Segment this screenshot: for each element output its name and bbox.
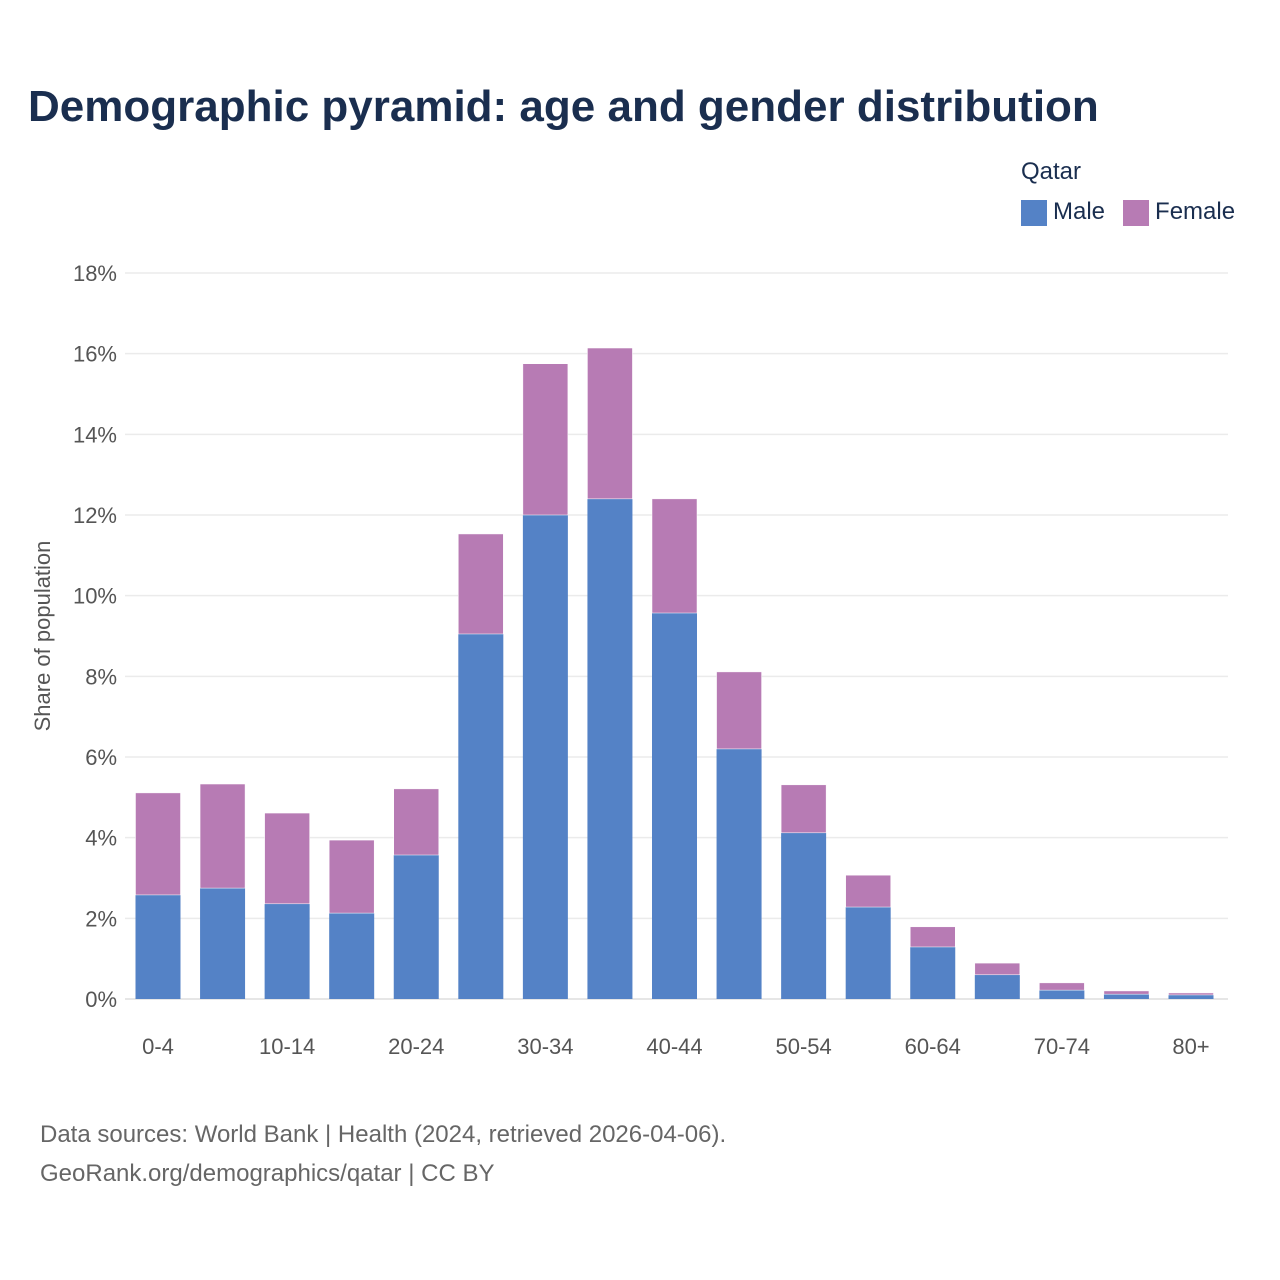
bar-female-65-69 [974,962,1021,976]
bar-male-30-34 [522,515,568,999]
legend-title: Qatar [1021,158,1082,185]
bar-male-60-64 [910,946,956,999]
source-text: Data sources: World Bank | Health (2024,… [40,1121,727,1148]
y-tick-label: 16% [73,342,117,367]
y-tick-label: 14% [73,422,117,447]
y-tick-label: 6% [85,745,117,770]
bar-male-40-44 [652,613,697,999]
legend-label-male: Male [1053,198,1106,225]
chart-title: Demographic pyramid: age and gender dist… [28,82,1099,131]
bar-female-15-19 [328,839,375,914]
bar-male-5-9 [200,888,246,999]
y-tick-label: 12% [73,503,117,528]
x-tick-label: 50-54 [775,1034,831,1059]
bar-male-50-54 [781,832,827,999]
bar-female-70-74 [1039,982,1085,991]
female-swatch [1123,199,1150,226]
x-tick-label: 20-24 [388,1034,444,1059]
bar-female-50-54 [780,784,827,834]
bar-male-65-69 [974,974,1020,999]
bar-female-25-29 [458,533,504,635]
y-tick-label: 8% [85,664,117,689]
bar-male-15-19 [329,913,375,999]
bar-female-5-9 [199,783,246,889]
bar-male-25-29 [458,633,504,999]
bar-male-80+ [1168,994,1214,999]
legend-item-female[interactable]: Female [1123,198,1235,226]
bar-male-0-4 [135,894,181,999]
male-swatch [1021,199,1047,226]
y-tick-label: 2% [85,906,117,931]
bar-female-35-39 [587,347,633,500]
bar-male-10-14 [264,903,310,999]
bar-male-45-49 [716,748,762,999]
bar-female-40-44 [651,498,698,614]
bar-female-0-4 [135,792,181,896]
x-tick-label: 70-74 [1034,1034,1090,1059]
legend-label-female: Female [1155,198,1236,225]
bar-female-75-79 [1103,990,1150,995]
bar-female-60-64 [910,926,956,948]
x-tick-label: 40-44 [646,1034,702,1059]
footer: Data sources: World Bank | Health (2024,… [40,1115,726,1193]
bar-male-70-74 [1039,990,1085,999]
bar-male-20-24 [393,855,439,999]
attribution-link[interactable]: GeoRank.org/demographics/qatar | CC BY [40,1160,495,1187]
bar-male-35-39 [587,498,633,999]
x-tick-label: 60-64 [905,1034,961,1059]
x-tick-label: 0-4 [142,1034,174,1059]
bar-female-10-14 [264,812,310,905]
y-tick-label: 18% [73,261,117,286]
bar-female-30-34 [522,363,569,516]
bar-female-45-49 [716,671,762,750]
bar-male-75-79 [1103,994,1149,999]
bar-female-55-59 [845,874,891,908]
x-tick-label: 80+ [1172,1034,1209,1059]
x-tick-label: 30-34 [517,1034,573,1059]
legend-item-male[interactable]: Male [1021,198,1105,226]
y-tick-label: 0% [85,987,117,1012]
y-axis-label: Share of population [30,541,55,732]
x-tick-label: 10-14 [259,1034,315,1059]
y-tick-label: 4% [85,826,117,851]
bar-male-55-59 [845,907,891,999]
bar-female-80+ [1168,992,1214,996]
y-tick-label: 10% [73,584,117,609]
legend: Qatar Male Female [1021,158,1235,226]
bar-female-20-24 [393,788,439,856]
